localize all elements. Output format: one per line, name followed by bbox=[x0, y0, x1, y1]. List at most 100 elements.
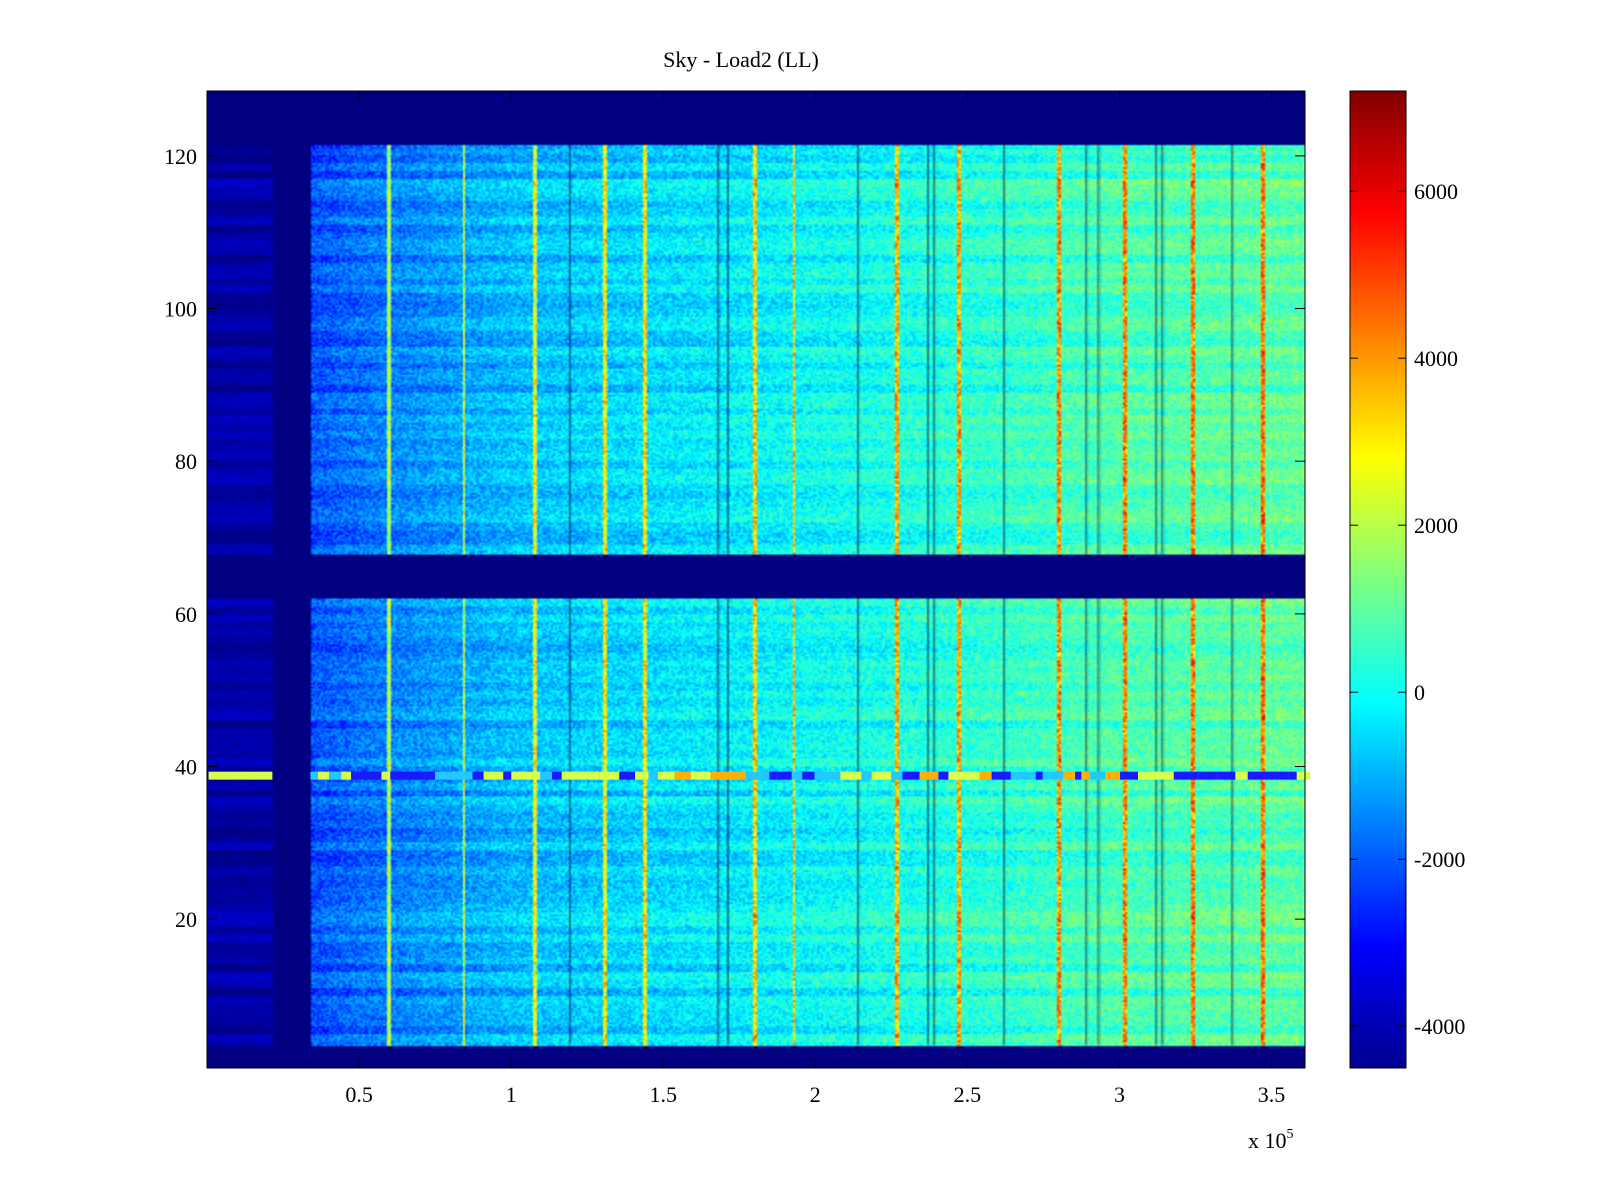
colorbar-tick-label: 2000 bbox=[1414, 513, 1458, 538]
stripe-segment bbox=[1105, 771, 1121, 780]
stripe-segment bbox=[791, 771, 803, 780]
colorbar-tick-label: 0 bbox=[1414, 680, 1425, 705]
stripe-segment bbox=[457, 771, 473, 780]
stripe-segment bbox=[1271, 771, 1289, 780]
x-tick-label: 3 bbox=[1114, 1082, 1125, 1107]
stripe-segment bbox=[483, 771, 504, 780]
stripe-segment bbox=[1288, 771, 1297, 780]
stripe-segment bbox=[552, 771, 562, 780]
stripe-segment bbox=[919, 771, 939, 780]
stripe-segment bbox=[902, 771, 920, 780]
x-tick-label: 1 bbox=[506, 1082, 517, 1107]
stripe-segment bbox=[674, 771, 691, 780]
stripe-segment bbox=[648, 771, 659, 780]
stripe-segment bbox=[1120, 771, 1139, 780]
stripe-segment bbox=[769, 771, 777, 780]
stripe-segment bbox=[381, 771, 391, 780]
stripe-segment bbox=[745, 771, 755, 780]
plot-frame bbox=[206, 90, 1306, 1069]
stripe-segment bbox=[521, 771, 541, 780]
y-tick-label: 60 bbox=[175, 602, 197, 627]
stripe-segment bbox=[979, 771, 992, 780]
stripe-segment bbox=[1063, 771, 1076, 780]
stripe-segment bbox=[450, 771, 458, 780]
colorbar-tick-label: 6000 bbox=[1414, 179, 1458, 204]
stripe-segment bbox=[424, 771, 436, 780]
stripe-segment bbox=[948, 771, 964, 780]
stripe-segment bbox=[310, 771, 318, 780]
stripe-segment bbox=[710, 771, 729, 780]
y-tick-label: 40 bbox=[175, 755, 197, 780]
stripe-segment bbox=[540, 771, 553, 780]
colorbar-fill bbox=[1350, 91, 1406, 1068]
colorbar-frame bbox=[1349, 90, 1407, 1069]
stripe-segment bbox=[1256, 771, 1272, 780]
stripe-segment bbox=[1028, 771, 1036, 780]
stripe-segment bbox=[619, 771, 636, 780]
stripe-segment bbox=[1155, 771, 1174, 780]
colorbar-ticks: -4000 -2000 0 2000 4000 6000 bbox=[1350, 179, 1465, 1039]
stripe-segment bbox=[938, 771, 949, 780]
stripe-segment bbox=[690, 771, 711, 780]
stripe-segment bbox=[503, 771, 512, 780]
stripe-row bbox=[208, 771, 1311, 780]
stripe-segment bbox=[341, 771, 352, 780]
stripe-segment bbox=[1075, 771, 1082, 780]
stripe-segment bbox=[366, 771, 382, 780]
stripe-segment bbox=[891, 771, 903, 780]
stripe-segment bbox=[814, 771, 832, 780]
y-tick-label: 120 bbox=[164, 144, 197, 169]
stripe-segment bbox=[776, 771, 792, 780]
stripe-segment bbox=[1217, 771, 1236, 780]
heatmap-image bbox=[207, 91, 1305, 1068]
y-axis: 20 40 60 80 100 120 bbox=[164, 144, 1305, 932]
stripe-segment bbox=[581, 771, 600, 780]
stripe-segment bbox=[407, 771, 425, 780]
stripe-segment bbox=[351, 771, 367, 780]
stripe-segment bbox=[963, 771, 980, 780]
stripe-segment bbox=[1188, 771, 1199, 780]
stripe-segment bbox=[511, 771, 522, 780]
stripe-segment bbox=[1235, 771, 1248, 780]
stripe-segment bbox=[1247, 771, 1257, 780]
stripe-segment bbox=[1173, 771, 1189, 780]
colorbar: -4000 -2000 0 2000 4000 6000 bbox=[1349, 90, 1465, 1069]
stripe-segment bbox=[658, 771, 675, 780]
stripe-segment bbox=[1198, 771, 1218, 780]
stripe-segment bbox=[861, 771, 872, 780]
stripe-segment bbox=[390, 771, 408, 780]
stripe-segment bbox=[1050, 771, 1064, 780]
stripe-segment bbox=[754, 771, 762, 780]
stripe-segment bbox=[1035, 771, 1043, 780]
stripe-segment bbox=[435, 771, 451, 780]
x-tick-label: 1.5 bbox=[649, 1082, 677, 1107]
x-multiplier-label: x 105 bbox=[1248, 1127, 1294, 1153]
x-axis: 0.5 1 1.5 2 2.5 3 3.5 bbox=[345, 91, 1285, 1107]
y-tick-label: 100 bbox=[164, 297, 197, 322]
stripe-segment bbox=[802, 771, 815, 780]
colorbar-tick-label: -4000 bbox=[1414, 1014, 1465, 1039]
colorbar-tick-label: -2000 bbox=[1414, 847, 1465, 872]
stripe-segment bbox=[317, 771, 330, 780]
stripe-segment bbox=[472, 771, 484, 780]
stripe-segment bbox=[1010, 771, 1029, 780]
stripe-segment bbox=[728, 771, 746, 780]
x-tick-label: 0.5 bbox=[345, 1082, 373, 1107]
stripe-segment bbox=[1090, 771, 1106, 780]
stripe-segment bbox=[599, 771, 620, 780]
stripe-segment bbox=[1081, 771, 1091, 780]
stripe-segment bbox=[561, 771, 582, 780]
plot-area: 0.5 1 1.5 2 2.5 3 3.5 20 40 60 80 100 120 x 105 bbox=[164, 90, 1311, 1153]
stripe-segment bbox=[991, 771, 1011, 780]
stripe-segment bbox=[871, 771, 892, 780]
stripe-segment bbox=[1296, 771, 1311, 780]
x-tick-label: 2.5 bbox=[954, 1082, 982, 1107]
x-tick-label: 3.5 bbox=[1258, 1082, 1286, 1107]
stripe-segment bbox=[1042, 771, 1051, 780]
stripe-segment bbox=[635, 771, 649, 780]
stripe-segment-left bbox=[208, 771, 273, 780]
colorbar-tick-label: 4000 bbox=[1414, 346, 1458, 371]
y-tick-label: 80 bbox=[175, 449, 197, 474]
y-tick-label: 20 bbox=[175, 907, 197, 932]
